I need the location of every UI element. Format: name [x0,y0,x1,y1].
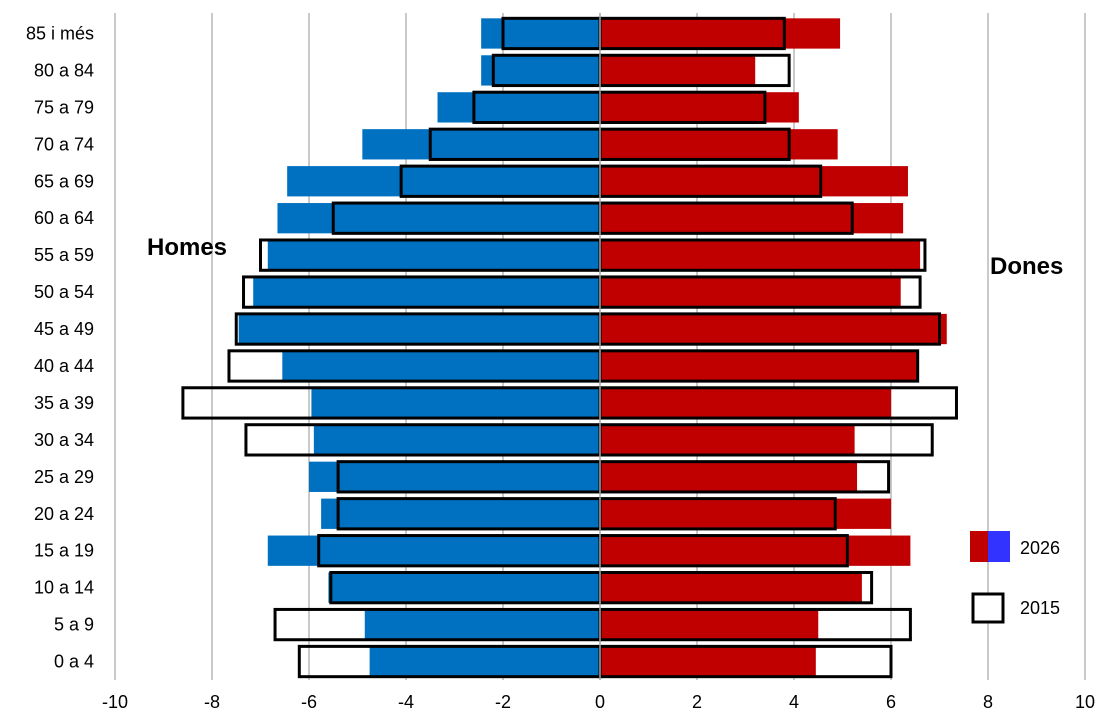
bar-2026-men-14 [362,129,600,160]
bar-2026-women-5 [600,461,858,492]
y-tick-label-4: 20 a 24 [34,504,94,524]
bar-2026-men-0 [369,646,600,677]
bar-2026-women-10 [600,276,901,308]
y-tick-label-3: 15 a 19 [34,541,94,561]
x-tick-label-10: 10 [1075,692,1095,712]
men-side-label: Homes [147,234,227,261]
bar-2026-women-14 [600,129,838,160]
bar-2026-men-13 [287,166,600,197]
y-tick-label-12: 60 a 64 [34,208,94,228]
bar-2026-women-15 [600,92,799,123]
y-tick-labels: 0 a 4 5 a 9 10 a 14 15 a 19 20 a 24 25 a 29 30… [26,23,94,671]
x-tick-labels: -10 -8 -6 -4 -2 0 2 4 6 8 10 [102,692,1095,712]
bar-2026-men-7 [311,387,600,419]
x-tick-label-3: -4 [398,692,414,712]
bar-2026-women-2 [600,572,862,603]
bars-2026 [238,18,947,677]
bar-2026-women-6 [600,424,855,456]
bar-2026-men-15 [437,92,600,123]
y-tick-label-14: 70 a 74 [34,134,94,154]
bar-2026-men-5 [309,461,600,492]
bar-2026-men-12 [277,203,600,234]
y-tick-label-8: 40 a 44 [34,356,94,376]
bar-2026-men-1 [364,609,600,640]
bar-2026-men-3 [267,535,600,566]
bar-2026-women-0 [600,646,816,677]
bar-2026-women-13 [600,166,908,197]
bar-2026-men-6 [313,424,600,456]
x-tick-label-2: -6 [301,692,317,712]
x-tick-label-1: -8 [204,692,220,712]
legend-label-2026: 2026 [1020,538,1060,558]
legend-swatch-2015 [971,592,1005,624]
y-tick-label-7: 35 a 39 [34,393,94,413]
y-tick-label-13: 65 a 69 [34,171,94,191]
bar-2026-women-7 [600,387,891,419]
y-tick-label-0: 0 a 4 [54,652,94,672]
bar-2026-women-1 [600,609,819,640]
bar-2026-women-9 [600,313,947,345]
y-tick-label-2: 10 a 14 [34,578,94,598]
x-tick-label-7: 4 [789,692,799,712]
bar-2026-women-12 [600,203,904,234]
bar-2026-women-3 [600,535,911,566]
bar-2026-men-11 [267,239,600,271]
y-tick-label-1: 5 a 9 [54,615,94,635]
bar-2026-men-10 [253,276,600,308]
legend-label-2015: 2015 [1020,598,1060,618]
bar-2026-men-9 [238,313,601,345]
x-tick-label-8: 6 [886,692,896,712]
y-tick-label-16: 80 a 84 [34,60,94,80]
legend: 2026 2015 [970,531,1060,624]
y-tick-label-5: 25 a 29 [34,467,94,487]
y-tick-label-15: 75 a 79 [34,97,94,117]
legend-swatch-2026-blue [988,531,1010,562]
bar-2026-men-8 [282,350,600,382]
bar-2026-women-16 [600,55,756,86]
y-tick-label-11: 55 a 59 [34,245,94,265]
y-tick-label-9: 45 a 49 [34,319,94,339]
bar-2026-men-17 [481,18,600,49]
bar-2026-men-16 [481,55,600,86]
bar-2026-men-4 [321,498,600,529]
x-tick-label-5: 0 [595,692,605,712]
women-side-label: Dones [990,253,1063,280]
bar-2026-women-4 [600,498,891,529]
gridlines [114,13,1086,680]
legend-swatch-2026-red [970,531,988,562]
x-tick-label-9: 8 [983,692,993,712]
x-tick-label-0: -10 [102,692,128,712]
x-tick-label-6: 2 [692,692,702,712]
y-tick-label-6: 30 a 34 [34,430,94,450]
bar-2026-women-11 [600,239,921,271]
bar-2026-men-2 [328,572,600,603]
y-tick-label-17: 85 i més [26,23,94,43]
x-tick-label-4: -2 [495,692,511,712]
bar-2026-women-8 [600,350,918,382]
y-tick-label-10: 50 a 54 [34,282,94,302]
bar-2026-women-17 [600,18,841,49]
